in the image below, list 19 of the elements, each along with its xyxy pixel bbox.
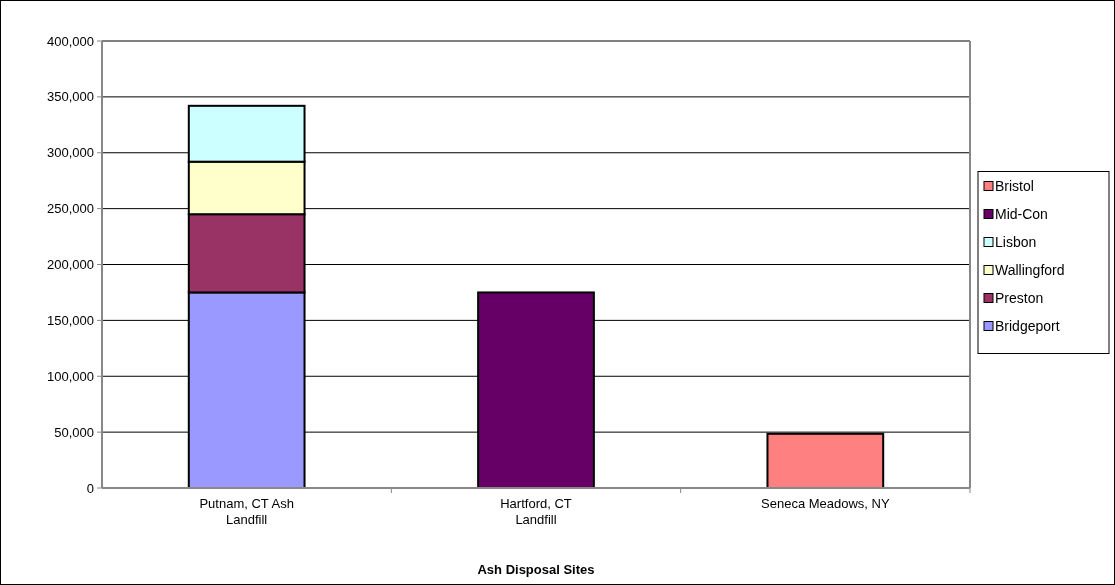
legend-label: Lisbon — [995, 234, 1037, 251]
y-tick-label: 50,000 — [54, 424, 94, 440]
y-tick-label: 0 — [86, 480, 94, 496]
x-axis-title: Ash Disposal Sites — [477, 562, 595, 577]
y-tick-label: 350,000 — [47, 89, 94, 105]
legend-label: Wallingford — [995, 262, 1065, 279]
legend-label: Preston — [995, 290, 1044, 307]
x-tick-label: Seneca Meadows, NY — [761, 496, 890, 511]
y-tick-label: 250,000 — [47, 201, 94, 217]
y-tick-label: 150,000 — [47, 312, 94, 328]
x-tick-label: Hartford, CT Landfill — [500, 496, 572, 527]
legend-label: Bridgeport — [995, 318, 1060, 335]
legend-label: Mid-Con — [995, 206, 1048, 223]
legend-label: Bristol — [995, 178, 1034, 195]
x-tick-label: Putnam, CT Ash Landfill — [199, 496, 294, 527]
y-tick-label: 200,000 — [47, 257, 94, 273]
y-tick-label: 400,000 — [47, 33, 94, 49]
y-tick-label: 100,000 — [47, 368, 94, 384]
y-tick-label: 300,000 — [47, 145, 94, 161]
